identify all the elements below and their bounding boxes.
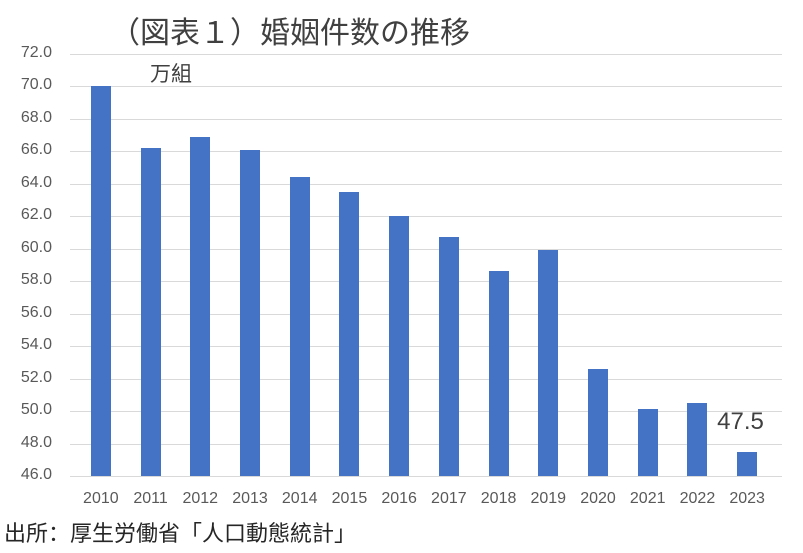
gridline: [70, 151, 782, 153]
x-tick-label: 2020: [580, 490, 616, 507]
bar-2011: [140, 148, 161, 476]
gridline: [70, 216, 782, 218]
x-tick-label: 2019: [530, 490, 567, 507]
bar-2020: [588, 368, 608, 476]
y-tick-label: 50.0: [20, 401, 52, 419]
x-tick-label: 2021: [629, 490, 666, 507]
bar-2021: [637, 409, 658, 476]
y-tick-label: 54.0: [20, 336, 52, 354]
bar-2022: [687, 402, 708, 476]
unit-label: 万組: [150, 62, 192, 86]
y-tick-label: 58.0: [20, 271, 52, 289]
x-tick-label: 2013: [232, 490, 268, 507]
bar-2016: [389, 216, 410, 476]
x-tick-label: 2018: [480, 490, 517, 507]
y-tick-label: 60.0: [20, 238, 52, 256]
y-tick-label: 68.0: [20, 108, 52, 126]
source-note: 出所：厚生労働省「人口動態統計」: [4, 522, 357, 547]
gridline: [70, 281, 782, 283]
bar-2014: [289, 177, 310, 476]
plot-area: [70, 54, 782, 477]
gridline: [70, 86, 782, 88]
y-tick-label: 72.0: [20, 44, 52, 61]
y-tick-label: 66.0: [20, 141, 52, 159]
y-tick-label: 62.0: [20, 206, 52, 224]
x-tick-label: 2011: [133, 490, 168, 507]
gridline: [70, 476, 782, 477]
gridline: [70, 54, 782, 55]
y-tick-label: 70.0: [20, 76, 52, 94]
data-label-2023: 47.5: [717, 407, 764, 435]
bar-2018: [488, 271, 509, 476]
bar-2015: [339, 191, 360, 476]
gridline: [70, 443, 782, 445]
chart-title: （図表１）婚姻件数の推移: [110, 16, 470, 51]
x-tick-label: 2022: [679, 490, 716, 507]
bar-2023: [737, 451, 758, 476]
y-tick-label: 52.0: [20, 368, 52, 386]
gridline: [70, 248, 782, 250]
gridline: [70, 411, 782, 413]
gridline: [70, 183, 782, 185]
y-tick-label: 48.0: [20, 433, 52, 451]
bar-2012: [190, 136, 211, 476]
bar-2013: [240, 149, 260, 476]
y-tick-label: 56.0: [20, 303, 52, 321]
x-tick-label: 2014: [281, 490, 318, 507]
x-tick-label: 2023: [729, 490, 765, 507]
x-tick-label: 2015: [331, 490, 368, 507]
x-tick-label: 2016: [381, 490, 417, 507]
gridline: [70, 346, 782, 348]
bar-2019: [538, 250, 559, 476]
bar-2017: [438, 237, 459, 476]
y-tick-label: 64.0: [20, 173, 52, 191]
x-tick-label: 2010: [83, 490, 119, 507]
gridline: [70, 313, 782, 315]
x-tick-label: 2017: [431, 490, 467, 507]
gridline: [70, 378, 782, 380]
y-tick-label: 46.0: [20, 466, 52, 483]
gridline: [70, 118, 782, 120]
x-tick-label: 2012: [182, 490, 219, 507]
bar-2010: [90, 86, 111, 476]
